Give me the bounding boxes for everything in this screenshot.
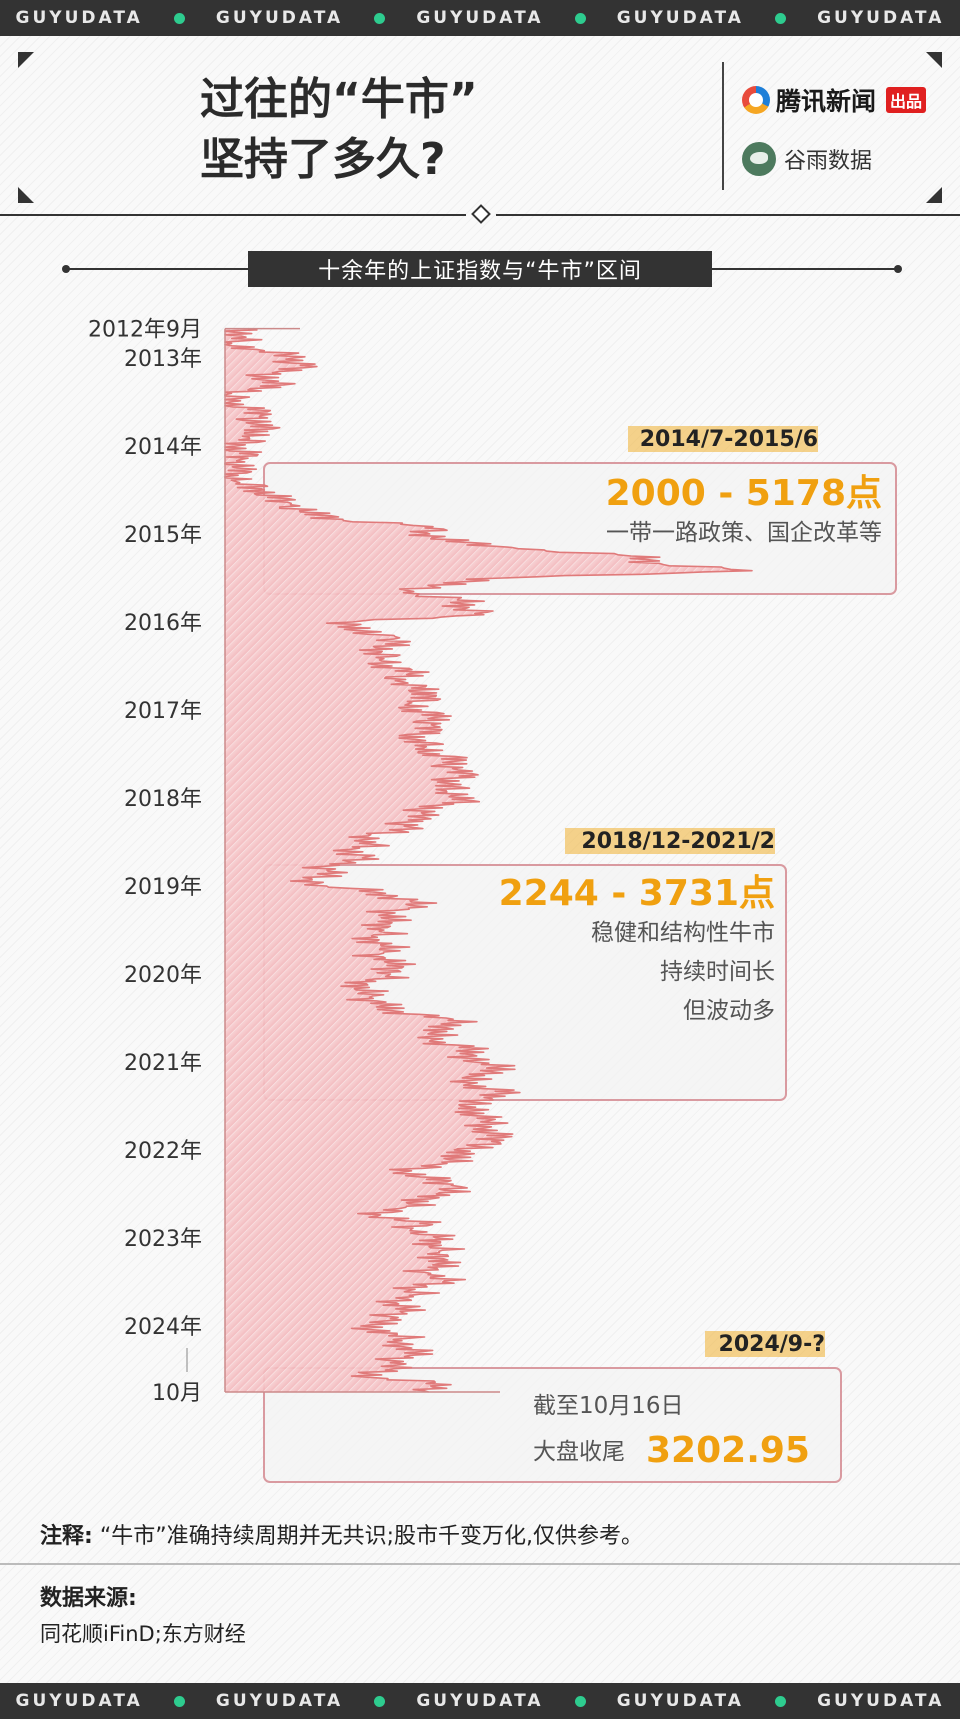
brand2-name: 谷雨数据 [784,149,873,174]
y-tick-label: 2021年 [124,1051,202,1076]
y-tick-label: 2020年 [124,963,202,988]
y-tick-label: 2013年 [124,347,202,372]
header-rule-left [0,214,466,216]
footer-divider [0,1563,960,1565]
strip-label: GUYUDATA [215,8,344,28]
index-line [224,327,753,1393]
y-tick-label: 2023年 [124,1227,202,1252]
top-brand-strip: GUYUDATA GUYUDATA GUYUDATA GUYUDATA GUYU… [0,0,960,36]
strip-dot [574,12,586,24]
header-rule-right [496,214,960,216]
corner-mark [18,187,34,203]
strip-label: GUYUDATA [616,1691,744,1711]
strip-dot [173,12,185,24]
y-tick-label: 10月 [152,1381,202,1406]
y-tick-label: 2024年 [124,1315,202,1340]
strip-dot [574,1695,586,1707]
y-tick-label: 2018年 [124,787,202,812]
strip-dot [775,12,787,24]
annotation-box [263,1367,842,1483]
strip-dot [173,1695,185,1707]
subtitle-rule-left [66,268,248,270]
brand1-name: 腾讯新闻 [776,87,877,116]
strip-label: GUYUDATA [15,1691,143,1711]
index-area [225,328,752,1393]
strip-label: GUYUDATA [416,1691,544,1711]
period-highlight [628,426,818,452]
annotation-note: 持续时间长 [660,959,775,985]
bottom-brand-strip: GUYUDATA GUYUDATA GUYUDATA GUYUDATA GUYU… [0,1683,960,1719]
strip-dot [775,1695,787,1707]
y-tick-label: 2015年 [124,523,202,548]
subtitle-dot [894,265,902,273]
y-tick-label: 2014年 [124,435,202,460]
annotation-note: 一带一路政策、国企改革等 [606,520,882,546]
corner-mark [926,187,942,203]
strip-label: GUYUDATA [416,8,544,28]
strip-label: GUYUDATA [817,1691,945,1711]
y-tick-label: 2016年 [124,611,202,636]
header-divider [722,62,724,190]
brand1-badge: 出品 [886,87,927,113]
chart-subtitle: 十余年的上证指数与“牛市”区间 [248,251,712,287]
period-highlight [565,828,775,854]
corner-mark [926,52,942,68]
chart-note: 注释: “牛市”准确持续周期并无共识;股市千变万化,仅供参考。 [40,1518,643,1550]
title-line-2: 坚持了多久? [200,134,446,185]
period-label: 2014/7-2015/6 [640,427,818,452]
range-value: 2244 - 3731点 [499,873,775,914]
title-line-1: 过往的“牛市” [200,74,478,125]
range-value: 2000 - 5178点 [606,473,882,514]
annotation-note: 稳健和结构性牛市 [591,920,775,946]
guyu-bird-logo-icon [742,142,776,176]
y-tick-label: 2019年 [124,875,202,900]
closing-value: 3202.95 [646,1430,810,1471]
strip-dot [374,12,386,24]
note-label: 注释: [40,1524,93,1549]
strip-label: GUYUDATA [215,1691,344,1711]
source-text: 同花顺iFinD;东方财经 [40,1622,246,1646]
annotation-note: 截至10月16日 [533,1393,684,1419]
subtitle-rule-right [712,268,898,270]
strip-label: GUYUDATA [817,8,945,28]
y-tick-label: 2017年 [124,699,202,724]
corner-mark [18,52,34,68]
period-label: 2024/9-? [719,1332,825,1357]
annotation-note: 但波动多 [683,998,775,1024]
tencent-news-logo-icon [742,86,770,114]
period-highlight [705,1331,825,1357]
y-tick-label: 2022年 [124,1139,202,1164]
guyu-data-brand: 谷雨数据 [742,142,872,176]
strip-dot [374,1695,386,1707]
page-title: 过往的“牛市” 坚持了多久? [200,70,478,190]
y-tick-label: 2012年9月 [88,318,202,343]
period-label: 2018/12-2021/2 [581,829,775,854]
strip-label: GUYUDATA [15,8,143,28]
note-text: “牛市”准确持续周期并无共识;股市千变万化,仅供参考。 [99,1524,644,1549]
strip-label: GUYUDATA [616,8,744,28]
annotation-note: 大盘收尾 [533,1439,625,1465]
tencent-news-brand: 腾讯新闻 出品 [742,82,927,118]
source-title: 数据来源: [40,1586,137,1611]
